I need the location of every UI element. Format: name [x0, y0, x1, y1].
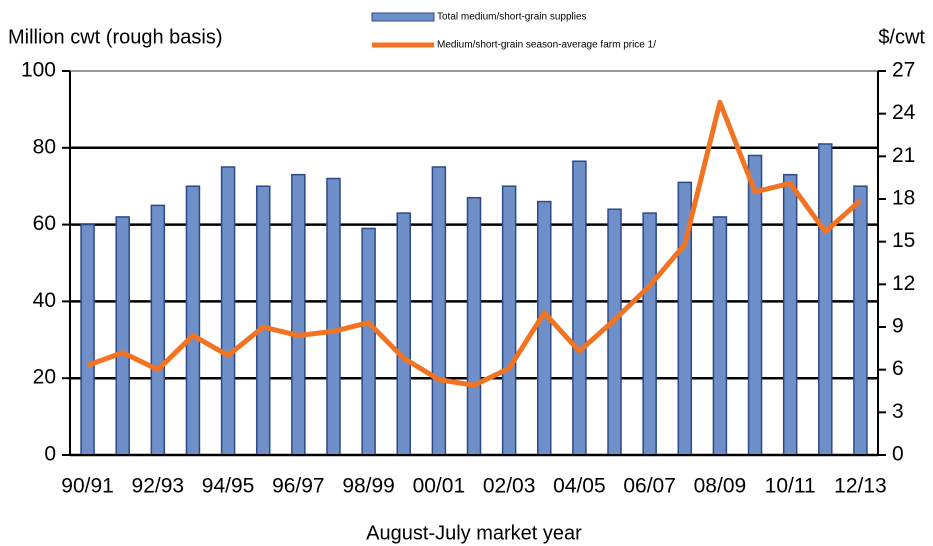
- bar: [291, 173, 306, 456]
- y2-tick-label: 18: [892, 187, 915, 210]
- bar: [501, 185, 517, 456]
- bar: [396, 212, 411, 456]
- legend-label: Medium/short-grain season-average farm p…: [437, 40, 656, 51]
- y-tick-label: 20: [33, 366, 56, 389]
- x-tick-label: 96/97: [272, 475, 325, 498]
- bar: [782, 173, 798, 456]
- y2-tick-label: 9: [892, 315, 904, 338]
- legend-label: Total medium/short-grain supplies: [437, 12, 587, 23]
- y2-tick-label: 27: [892, 59, 915, 82]
- x-tick-label: 00/01: [413, 475, 466, 498]
- y-tick-label: 100: [21, 59, 56, 82]
- bar: [642, 212, 657, 456]
- y2-tick-label: 0: [892, 443, 904, 466]
- bar: [326, 177, 341, 456]
- bar: [712, 216, 728, 456]
- bar: [80, 223, 95, 456]
- y2-tick-label: 12: [892, 272, 915, 295]
- x-axis-label: August-July market year: [366, 522, 582, 544]
- x-tick-label: 12/13: [834, 475, 887, 498]
- x-tick-label: 08/09: [694, 475, 747, 498]
- bar: [466, 196, 482, 456]
- y2-tick-label: 6: [892, 357, 904, 380]
- bar: [185, 185, 201, 456]
- bar: [220, 166, 236, 456]
- legend-swatch: [371, 12, 435, 22]
- bar: [361, 227, 376, 456]
- x-tick-label: 02/03: [483, 475, 536, 498]
- bar: [115, 216, 130, 456]
- price-line: [86, 99, 863, 388]
- x-tick-label: 10/11: [765, 475, 816, 498]
- bar: [150, 204, 166, 456]
- y2-axis-label: $/cwt: [878, 26, 925, 48]
- bar: [255, 185, 271, 456]
- x-tick-label: 92/93: [132, 475, 185, 498]
- x-tick-label: 04/05: [553, 475, 606, 498]
- y2-tick-label: 3: [892, 400, 904, 423]
- x-tick-label: 90/91: [61, 475, 114, 498]
- y2-tick-label: 21: [892, 144, 915, 167]
- y-tick-label: 60: [33, 212, 56, 235]
- bar: [607, 208, 622, 456]
- y2-tick-label: 15: [892, 229, 915, 252]
- y-tick-label: 0: [44, 443, 56, 466]
- y-tick-label: 80: [33, 135, 56, 158]
- x-tick-label: 98/99: [342, 475, 395, 498]
- x-tick-label: 94/95: [202, 475, 255, 498]
- y-tick-label: 40: [33, 289, 56, 312]
- y-axis-label: Million cwt (rough basis): [8, 26, 223, 48]
- bar: [537, 200, 552, 456]
- x-tick-label: 06/07: [623, 475, 676, 498]
- y2-tick-label: 24: [892, 101, 916, 124]
- bar: [853, 185, 868, 456]
- bar: [818, 143, 833, 456]
- bar: [747, 154, 763, 456]
- bar: [431, 166, 447, 456]
- bar: [572, 160, 587, 456]
